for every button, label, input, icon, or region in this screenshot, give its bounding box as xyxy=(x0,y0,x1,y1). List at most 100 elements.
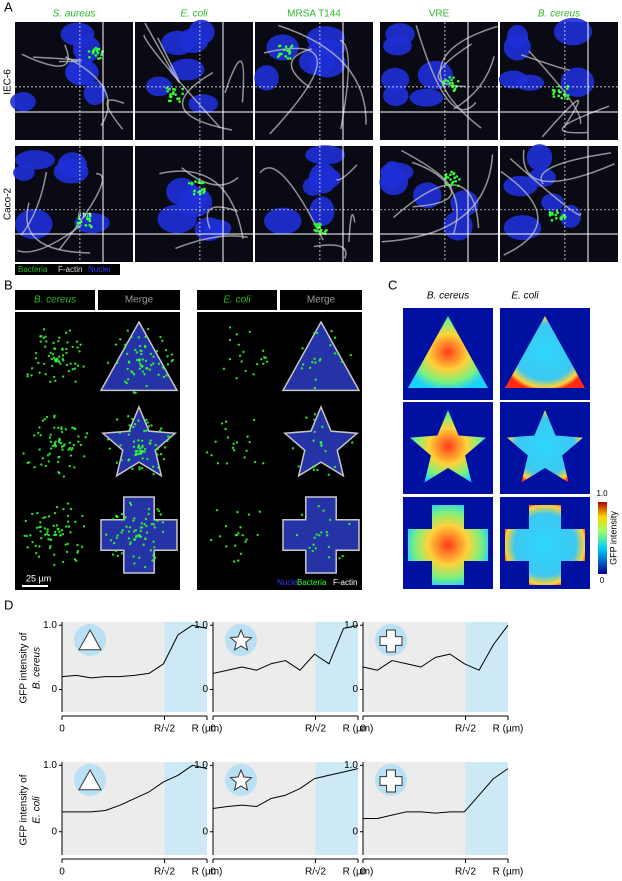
bacteria xyxy=(557,94,561,98)
bacteria xyxy=(59,534,62,537)
bacteria xyxy=(79,220,83,224)
region-edge xyxy=(164,762,207,855)
bacteria xyxy=(120,552,124,555)
f-actin xyxy=(393,184,480,229)
bacteria xyxy=(76,543,79,547)
bacteria xyxy=(52,553,56,556)
bacteria xyxy=(138,367,142,370)
bacteria xyxy=(165,86,169,90)
shape-icon xyxy=(78,768,102,791)
bacteria xyxy=(134,348,137,352)
bacteria xyxy=(115,536,119,540)
bacteria xyxy=(46,454,50,457)
bacteria xyxy=(119,444,122,447)
bacteria xyxy=(239,552,243,556)
line xyxy=(61,624,208,679)
bacteria xyxy=(116,534,119,537)
bacteria xyxy=(284,55,287,58)
bacteria xyxy=(248,440,251,444)
bacteria xyxy=(449,184,453,187)
bacteria xyxy=(231,446,235,450)
bacteria xyxy=(240,360,243,363)
bacteria xyxy=(138,344,142,348)
nucleus xyxy=(145,76,172,97)
bacteria xyxy=(128,542,132,546)
bacteria xyxy=(137,452,140,456)
bacteria xyxy=(58,336,61,339)
bacteria xyxy=(145,429,148,432)
bacteria xyxy=(43,417,46,421)
bacteria xyxy=(252,418,256,422)
y-axis-label: GFP intensity of xyxy=(19,632,30,703)
bacteria xyxy=(300,513,304,517)
bacteria xyxy=(234,533,237,537)
bacteria xyxy=(132,519,135,522)
bacteria xyxy=(59,442,63,445)
bacteria xyxy=(49,433,52,437)
f-actin xyxy=(401,149,453,208)
bacteria xyxy=(169,99,172,103)
bacteria xyxy=(327,545,331,549)
bacteria xyxy=(276,55,280,59)
bacteria xyxy=(40,335,43,338)
f-actin xyxy=(348,213,356,243)
bacteria xyxy=(135,351,139,354)
bacteria xyxy=(138,359,141,362)
colorbar xyxy=(598,502,607,574)
bacteria xyxy=(146,457,149,461)
bacteria xyxy=(53,530,57,534)
bacteria xyxy=(140,522,143,525)
colorbar-min: 0 xyxy=(600,576,605,585)
nucleus xyxy=(514,74,545,91)
bacteria xyxy=(192,192,196,196)
bacteria xyxy=(67,448,70,451)
f-actin xyxy=(290,48,312,89)
bacteria xyxy=(24,519,27,523)
bacteria xyxy=(51,352,55,356)
f-actin xyxy=(453,56,495,110)
nucleus xyxy=(10,92,36,112)
bacteria xyxy=(453,176,456,179)
bacteria xyxy=(53,443,56,447)
bacteria xyxy=(245,538,248,541)
bacteria xyxy=(458,178,461,181)
heatmap-shape xyxy=(505,316,585,388)
bacteria xyxy=(152,554,155,557)
bacteria xyxy=(319,357,322,361)
bacteria xyxy=(340,360,344,363)
bacteria xyxy=(286,57,290,60)
nucleus xyxy=(15,150,55,170)
bacteria xyxy=(150,424,153,427)
bacteria xyxy=(124,380,127,383)
bacteria xyxy=(313,536,316,539)
bacteria xyxy=(46,530,49,534)
bacteria xyxy=(50,357,54,361)
bacteria xyxy=(87,50,91,53)
bacteria xyxy=(141,457,144,460)
bacteria xyxy=(222,367,226,371)
x-tick-label: R (µm) xyxy=(192,724,223,735)
bacteria xyxy=(333,352,337,355)
bacteria xyxy=(450,181,454,185)
bacteria xyxy=(131,418,134,421)
bacteria xyxy=(313,413,317,416)
bacteria xyxy=(338,557,341,560)
nucleus xyxy=(60,22,95,46)
x-tick-label: R (µm) xyxy=(493,867,524,878)
line xyxy=(362,624,509,671)
bacteria xyxy=(116,361,119,365)
nucleus xyxy=(266,34,299,61)
bacteria xyxy=(235,377,238,380)
bacteria xyxy=(327,473,330,477)
bacteria xyxy=(145,531,149,534)
bacteria xyxy=(163,367,166,370)
bacteria xyxy=(261,349,265,353)
bacteria xyxy=(39,530,42,533)
bacteria xyxy=(140,466,144,470)
bacteria xyxy=(43,527,47,530)
bacteria xyxy=(137,533,141,537)
bacteria xyxy=(205,451,209,454)
bacteria xyxy=(451,81,454,85)
bacteria xyxy=(132,538,136,541)
bacteria xyxy=(226,436,230,439)
